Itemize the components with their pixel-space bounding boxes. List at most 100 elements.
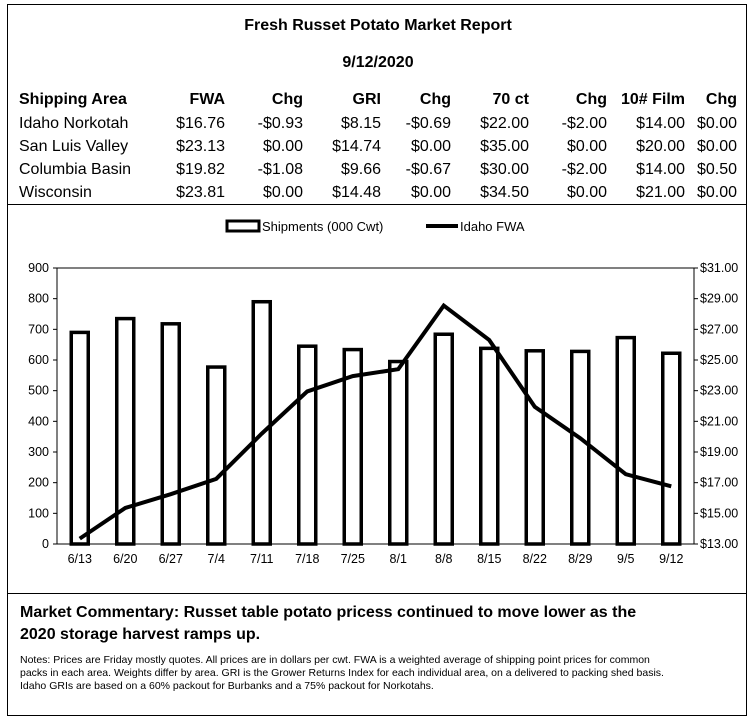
table-cell: $14.00 — [636, 160, 685, 178]
shipment-bar — [160, 322, 181, 546]
commentary-line-2: 2020 storage harvest ramps up. — [20, 626, 261, 643]
shipment-bar — [661, 351, 682, 546]
table-cell: $0.00 — [566, 137, 607, 155]
table-cell: $0.50 — [696, 160, 737, 178]
commentary-line-1: Market Commentary: Russet table potato p… — [20, 604, 637, 621]
combo-chart: 0 100 200 300 400 500 600 700 800 900 $13.00 $15.00… — [28, 219, 738, 566]
x-axis-tick-label: 8/1 — [390, 552, 407, 566]
shipment-bar — [115, 316, 136, 546]
x-axis-tick-label: 8/29 — [568, 552, 592, 566]
table-cell: -$0.93 — [257, 114, 303, 132]
table-cell: $34.50 — [480, 183, 529, 201]
right-axis-tick-label: $31.00 — [700, 261, 738, 275]
chart-container: 0 100 200 300 400 500 600 700 800 900 $13.00 $15.00… — [8, 204, 746, 594]
x-axis-tick-label: 9/12 — [659, 552, 683, 566]
report-date: 9/12/2020 — [342, 54, 414, 71]
table-cell: -$1.08 — [257, 160, 303, 178]
table-header-cell: Chg — [705, 91, 737, 108]
table-cell: $0.00 — [410, 183, 451, 201]
x-axis-tick-label: 7/11 — [250, 552, 273, 566]
shipment-bar — [570, 349, 591, 546]
right-axis-tick-label: $27.00 — [700, 322, 738, 336]
shipment-bar — [433, 332, 454, 546]
right-axis-tick-label: $25.00 — [700, 353, 738, 367]
table-cell: $0.00 — [696, 183, 737, 201]
table-header-cell: FWA — [189, 91, 225, 108]
x-axis-tick-label: 9/5 — [617, 552, 634, 566]
table-header-cell: 70 ct — [492, 91, 529, 108]
table-cell: $0.00 — [410, 137, 451, 155]
table-cell: $8.15 — [340, 114, 381, 132]
table-cell: -$0.67 — [405, 160, 451, 178]
left-axis-tick-label: 400 — [28, 414, 49, 428]
table-cell: $23.13 — [176, 137, 225, 155]
table-cell: $0.00 — [262, 137, 303, 155]
table-row: Wisconsin $23.81 $0.00 $14.48 $0.00 $34.50 $0.… — [16, 181, 740, 204]
table-cell: $21.00 — [636, 183, 685, 201]
legend-fwa-label: Idaho FWA — [460, 219, 525, 234]
table-cell: $30.00 — [480, 160, 529, 178]
table-header-cell: Chg — [575, 91, 607, 108]
left-axis-tick-label: 700 — [28, 322, 49, 336]
table-row: Idaho Norkotah $16.76 -$0.93 $8.15 -$0.69 $22… — [16, 112, 740, 135]
left-axis-tick-label: 800 — [28, 292, 49, 306]
left-axis-tick-label: 600 — [28, 353, 49, 367]
legend-shipments-label: Shipments (000 Cwt) — [262, 219, 383, 234]
left-axis-tick-label: 300 — [28, 445, 49, 459]
table-cell: $14.00 — [636, 114, 685, 132]
table-cell: $14.48 — [332, 183, 381, 201]
table-cell: $0.00 — [262, 183, 303, 201]
notes: Notes: Prices are Friday mostly quotes. … — [20, 654, 742, 693]
x-axis-tick-label: 6/27 — [159, 552, 183, 566]
legend-shipments-swatch — [225, 219, 261, 233]
report-frame — [7, 4, 747, 716]
shipment-bar — [479, 346, 500, 546]
report-title: Fresh Russet Potato Market Report — [244, 17, 512, 34]
x-axis-tick-label: 8/22 — [523, 552, 547, 566]
right-axis-tick-label: $15.00 — [700, 506, 738, 520]
table-cell: Columbia Basin — [19, 160, 132, 178]
table-cell: $22.00 — [480, 114, 529, 132]
table-cell: -$0.69 — [405, 114, 451, 132]
left-axis-tick-label: 0 — [42, 537, 49, 551]
left-axis-tick-label: 200 — [28, 476, 49, 490]
x-axis-tick-label: 8/8 — [435, 552, 452, 566]
x-axis-tick-label: 6/13 — [68, 552, 92, 566]
table-cell: $16.76 — [176, 114, 225, 132]
plot-area — [56, 267, 695, 545]
right-axis-tick-label: $19.00 — [700, 445, 738, 459]
table-cell: $20.00 — [636, 137, 685, 155]
right-axis-tick-label: $13.00 — [700, 537, 738, 551]
shipment-bar — [388, 359, 409, 546]
table-cell: -$2.00 — [561, 114, 607, 132]
table-cell: Wisconsin — [19, 183, 92, 201]
right-axis-tick-label: $23.00 — [700, 384, 738, 398]
table-cell: Idaho Norkotah — [19, 114, 129, 132]
table-cell: $35.00 — [480, 137, 529, 155]
table-row: Columbia Basin $19.82 -$1.08 $9.66 -$0.67 $30… — [16, 158, 740, 181]
right-axis-tick-label: $17.00 — [700, 476, 738, 490]
left-axis-tick-label: 500 — [28, 384, 49, 398]
price-table: Shipping Area FWA Chg GRI Chg 70 ct Chg 10# Fil… — [16, 88, 740, 204]
right-axis-tick-label: $29.00 — [700, 292, 738, 306]
table-cell: $0.00 — [696, 114, 737, 132]
table-cell: San Luis Valley — [19, 137, 129, 155]
shipment-bar — [69, 330, 90, 546]
market-commentary: Market Commentary: Russet table potato p… — [20, 602, 740, 646]
shipment-bar — [342, 347, 363, 546]
table-row: San Luis Valley $23.13 $0.00 $14.74 $0.00 $35… — [16, 135, 740, 158]
x-axis-tick-label: 8/15 — [477, 552, 501, 566]
left-axis-tick-label: 900 — [28, 261, 49, 275]
notes-line-1: Notes: Prices are Friday mostly quotes. … — [20, 654, 650, 666]
table-cell: $9.66 — [340, 160, 381, 178]
table-cell: $14.74 — [332, 137, 381, 155]
table-body: Idaho Norkotah $16.76 -$0.93 $8.15 -$0.69 $22… — [16, 112, 740, 204]
table-cell: -$2.00 — [561, 160, 607, 178]
x-axis-tick-label: 7/4 — [208, 552, 225, 566]
x-axis-tick-label: 7/18 — [295, 552, 319, 566]
shipment-bar — [615, 335, 636, 546]
table-cell: $0.00 — [566, 183, 607, 201]
x-axis-tick-label: 7/25 — [341, 552, 365, 566]
shipment-bar — [206, 365, 227, 546]
table-cell: $23.81 — [176, 183, 225, 201]
